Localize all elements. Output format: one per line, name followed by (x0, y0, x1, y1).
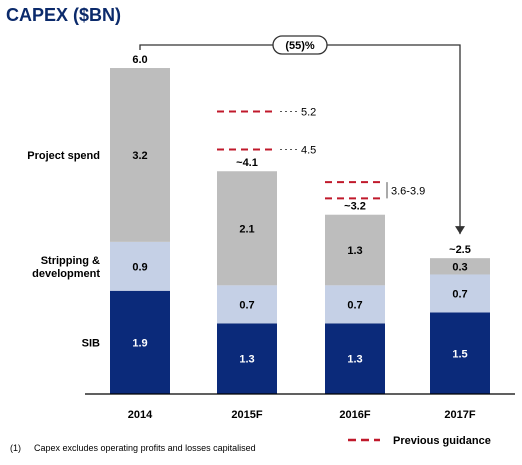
chart-title: CAPEX ($BN) (6, 5, 122, 25)
change-arrow-head (455, 226, 465, 235)
data-label-sib-2017f: 1.5 (452, 348, 467, 360)
bar-stripping-development-2015f (217, 285, 277, 324)
change-badge (272, 35, 328, 55)
bar-stripping-development-2016f (325, 285, 385, 324)
bar-sib-2014 (110, 290, 170, 394)
data-label-sib-2015f: 1.3 (239, 354, 254, 366)
change-badge-label: (55)% (285, 40, 315, 52)
bar-project-spend-2017f (430, 258, 490, 275)
data-label-sib-2016f: 1.3 (347, 354, 362, 366)
x-tick-label-2014: 2014 (128, 409, 153, 421)
bar-stripping-development-2014 (110, 241, 170, 291)
data-label-project-spend-2014: 3.2 (132, 150, 147, 162)
total-label-2016f: ~3.2 (344, 201, 366, 213)
guidance-label-2016f: 3.6-3.9 (391, 185, 425, 197)
series-label-stripping-development: Stripping & development (32, 255, 100, 280)
bar-project-spend-2016f (325, 214, 385, 286)
bar-project-spend-2014 (110, 68, 170, 242)
data-label-project-spend-2016f: 1.3 (347, 245, 362, 257)
total-label-2014: 6.0 (132, 54, 147, 66)
series-label-project-spend: Project spend (27, 150, 100, 162)
data-label-project-spend-2015f: 2.1 (239, 223, 254, 235)
legend-label-previous-guidance: Previous guidance (393, 435, 491, 447)
change-arrow-line (139, 44, 461, 235)
data-label-sib-2014: 1.9 (132, 337, 147, 349)
bar-sib-2016f (325, 323, 385, 394)
total-label-2017f: ~2.5 (449, 244, 471, 256)
footnote: (1) Capex excludes operating profits and … (10, 443, 256, 453)
data-label-stripping-development-2016f: 0.7 (347, 299, 362, 311)
bar-sib-2017f (430, 312, 490, 394)
data-label-project-spend-2017f: 0.3 (452, 261, 467, 273)
bar-stripping-development-2017f (430, 274, 490, 313)
data-label-stripping-development-2014: 0.9 (132, 261, 147, 273)
total-label-2015f: ~4.1 (236, 157, 258, 169)
guidance-label-2015f-0: 5.2 (301, 106, 316, 118)
x-tick-label-2015f: 2015F (231, 409, 262, 421)
series-label-sib: SIB (82, 337, 100, 349)
footnote-text: Capex excludes operating profits and los… (34, 443, 256, 453)
footnote-number: (1) (10, 443, 21, 453)
x-tick-label-2016f: 2016F (339, 409, 370, 421)
guidance-label-2015f-1: 4.5 (301, 145, 316, 157)
bar-sib-2015f (217, 323, 277, 394)
data-label-stripping-development-2017f: 0.7 (452, 288, 467, 300)
x-tick-label-2017f: 2017F (444, 409, 475, 421)
bar-project-spend-2015f (217, 171, 277, 286)
data-label-stripping-development-2015f: 0.7 (239, 299, 254, 311)
